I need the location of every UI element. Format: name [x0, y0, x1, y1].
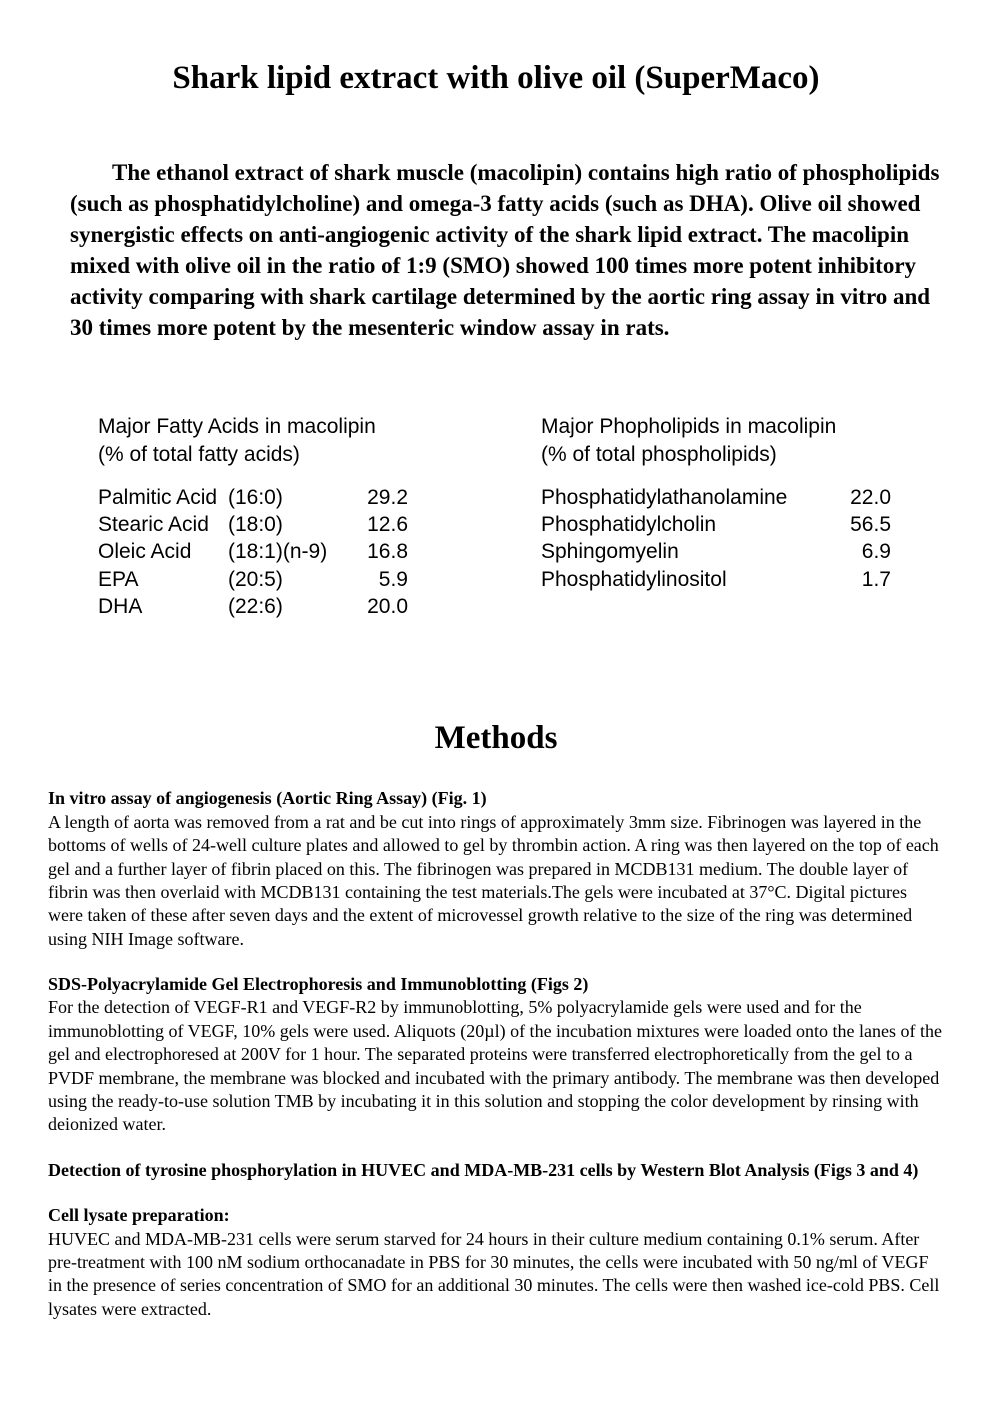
method-body: For the detection of VEGF-R1 and VEGF-R2…: [48, 996, 944, 1136]
heading-line: (% of total fatty acids): [98, 441, 501, 468]
cell-value: 1.7: [831, 566, 891, 593]
method-heading: SDS-Polyacrylamide Gel Electrophoresis a…: [48, 973, 944, 996]
cell-notation: (22:6): [228, 593, 348, 620]
cell-name: Phosphatidylcholin: [541, 511, 831, 538]
cell-notation: (18:1)(n-9): [228, 538, 348, 565]
cell-value: 6.9: [831, 538, 891, 565]
table-row: EPA (20:5) 5.9: [98, 566, 501, 593]
methods-title: Methods: [48, 720, 944, 757]
method-heading: In vitro assay of angiogenesis (Aortic R…: [48, 787, 944, 810]
phospholipids-table: Major Phopholipids in macolipin (% of to…: [541, 413, 944, 620]
cell-notation: (16:0): [228, 484, 348, 511]
method-section-1: In vitro assay of angiogenesis (Aortic R…: [48, 787, 944, 951]
cell-value: 56.5: [831, 511, 891, 538]
method-section-3: Detection of tyrosine phosphorylation in…: [48, 1159, 944, 1321]
table-row: Stearic Acid (18:0) 12.6: [98, 511, 501, 538]
cell-value: 16.8: [348, 538, 408, 565]
cell-value: 5.9: [348, 566, 408, 593]
heading-line: Major Fatty Acids in macolipin: [98, 413, 501, 440]
cell-name: Stearic Acid: [98, 511, 228, 538]
table-row: Phosphatidylinositol 1.7: [541, 566, 944, 593]
table-row: Phosphatidylcholin 56.5: [541, 511, 944, 538]
cell-name: DHA: [98, 593, 228, 620]
fatty-acids-rows: Palmitic Acid (16:0) 29.2 Stearic Acid (…: [98, 484, 501, 620]
heading-line: Major Phopholipids in macolipin: [541, 413, 944, 440]
method-body: HUVEC and MDA-MB-231 cells were serum st…: [48, 1228, 944, 1322]
method-section-2: SDS-Polyacrylamide Gel Electrophoresis a…: [48, 973, 944, 1137]
cell-name: Sphingomyelin: [541, 538, 831, 565]
table-row: Palmitic Acid (16:0) 29.2: [98, 484, 501, 511]
fatty-acids-heading: Major Fatty Acids in macolipin (% of tot…: [98, 413, 501, 468]
phospholipids-rows: Phosphatidylathanolamine 22.0 Phosphatid…: [541, 484, 944, 593]
method-heading: Detection of tyrosine phosphorylation in…: [48, 1159, 944, 1182]
table-row: Sphingomyelin 6.9: [541, 538, 944, 565]
cell-value: 29.2: [348, 484, 408, 511]
table-row: DHA (22:6) 20.0: [98, 593, 501, 620]
cell-name: Oleic Acid: [98, 538, 228, 565]
phospholipids-heading: Major Phopholipids in macolipin (% of to…: [541, 413, 944, 468]
intro-paragraph: The ethanol extract of shark muscle (mac…: [48, 157, 944, 343]
cell-value: 20.0: [348, 593, 408, 620]
document-title: Shark lipid extract with olive oil (Supe…: [48, 60, 944, 97]
cell-value: 12.6: [348, 511, 408, 538]
cell-notation: (20:5): [228, 566, 348, 593]
cell-notation: (18:0): [228, 511, 348, 538]
table-row: Phosphatidylathanolamine 22.0: [541, 484, 944, 511]
cell-value: 22.0: [831, 484, 891, 511]
cell-name: Phosphatidylinositol: [541, 566, 831, 593]
table-row: Oleic Acid (18:1)(n-9) 16.8: [98, 538, 501, 565]
tables-container: Major Fatty Acids in macolipin (% of tot…: [48, 413, 944, 620]
cell-name: Phosphatidylathanolamine: [541, 484, 831, 511]
cell-name: EPA: [98, 566, 228, 593]
heading-line: (% of total phospholipids): [541, 441, 944, 468]
cell-name: Palmitic Acid: [98, 484, 228, 511]
method-subheading: Cell lysate preparation:: [48, 1204, 944, 1227]
method-body: A length of aorta was removed from a rat…: [48, 811, 944, 951]
fatty-acids-table: Major Fatty Acids in macolipin (% of tot…: [98, 413, 501, 620]
